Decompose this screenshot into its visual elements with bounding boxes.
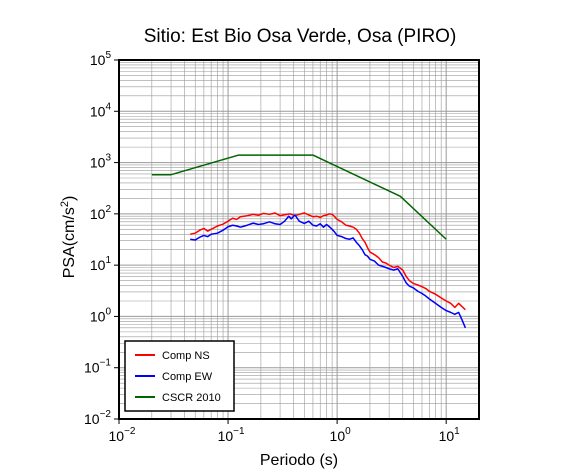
- grid: [118, 59, 480, 420]
- y-tick-label-base: 10: [90, 257, 106, 273]
- x-tick-label: 10−2: [109, 426, 136, 444]
- series-line-2: [190, 214, 467, 329]
- y-tick-label: 102: [90, 204, 112, 222]
- x-tick-label-exp: 0: [345, 426, 351, 437]
- x-tick-label-base: 10: [218, 428, 234, 444]
- y-tick-label: 104: [90, 101, 112, 119]
- y-tick-label-exp: −1: [100, 358, 112, 369]
- y-tick-label: 101: [90, 255, 112, 273]
- y-tick-label: 10−2: [84, 409, 111, 427]
- x-tick-label-base: 10: [109, 428, 125, 444]
- series-layer: [151, 154, 467, 329]
- chart-title: Sitio: Est Bio Osa Verde, Osa (PIRO): [144, 26, 457, 47]
- x-tick-label-exp: −1: [233, 426, 245, 437]
- plot-frame: [118, 59, 480, 420]
- y-tick-label: 10−1: [84, 358, 111, 376]
- y-tick-label-base: 10: [90, 155, 106, 171]
- y-tick-label-base: 10: [84, 411, 100, 427]
- y-tick-label-exp: 3: [105, 153, 111, 164]
- series-line-3: [151, 154, 447, 240]
- y-tick-label: 103: [90, 153, 112, 171]
- y-tick-label-exp: 2: [105, 204, 111, 215]
- y-tick-label-base: 10: [90, 308, 106, 324]
- y-tick-label-exp: 4: [105, 101, 111, 112]
- y-axis-label-tail: ): [61, 196, 78, 201]
- y-axis-label: PSA(cm/s2): [59, 196, 78, 279]
- legend: Comp NS Comp EW CSCR 2010: [124, 340, 235, 412]
- y-tick-label-base: 10: [84, 360, 100, 376]
- legend-entry: Comp EW: [162, 371, 213, 383]
- x-tick-label-exp: −2: [124, 426, 136, 437]
- y-tick-label-exp: 5: [105, 50, 111, 61]
- y-tick-label: 100: [90, 306, 112, 324]
- x-tick-labels: 10−2 10−1 100 101: [109, 419, 461, 444]
- y-tick-label-exp: 1: [105, 255, 111, 266]
- x-tick-label-base: 10: [439, 428, 455, 444]
- x-tick-label: 101: [439, 426, 461, 444]
- y-tick-label-base: 10: [90, 103, 106, 119]
- x-tick-label: 100: [330, 426, 352, 444]
- y-tick-label-exp: 0: [105, 306, 111, 317]
- y-axis-label-base: PSA(cm/s: [61, 207, 78, 278]
- series-line-1: [190, 212, 466, 311]
- x-tick-label: 10−1: [218, 426, 245, 444]
- legend-entry: Comp NS: [162, 350, 210, 362]
- y-tick-label: 105: [90, 50, 112, 68]
- x-tick-label-exp: 1: [454, 426, 460, 437]
- legend-entry: CSCR 2010: [162, 392, 221, 404]
- y-tick-label-base: 10: [90, 52, 106, 68]
- x-tick-label-base: 10: [330, 428, 346, 444]
- y-axis-label-sup: 2: [59, 201, 71, 207]
- y-tick-label-exp: −2: [100, 409, 112, 420]
- x-axis-label: Periodo (s): [260, 452, 338, 469]
- y-tick-label-base: 10: [90, 206, 106, 222]
